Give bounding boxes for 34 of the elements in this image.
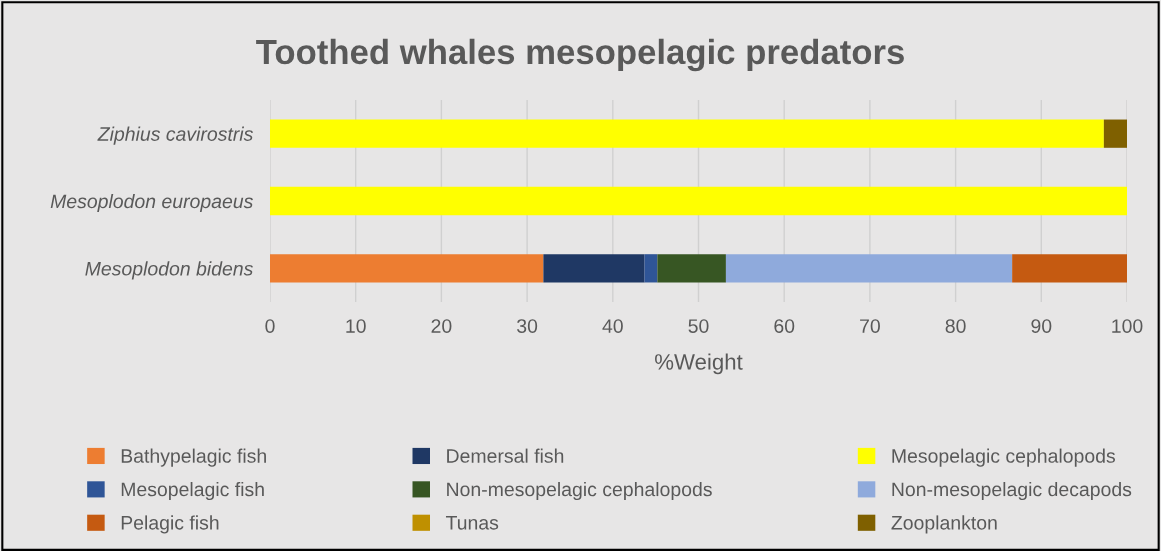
bar xyxy=(644,254,658,283)
x-tick-label: 30 xyxy=(517,319,538,333)
x-tick-label: 70 xyxy=(860,319,880,333)
legend-label: Pelagic fish xyxy=(121,515,219,534)
legend-label: Demersal fish xyxy=(447,448,564,463)
x-tick-label: 100 xyxy=(1112,319,1143,333)
legend-label: Mesopelagic fish xyxy=(121,481,264,501)
x-tick-label: 80 xyxy=(945,319,966,333)
x-tick-label: 10 xyxy=(346,319,366,333)
legend-label: Non-mesopelagic decapods xyxy=(892,481,1132,501)
legend-label: Non-mesopelagic cephalopods xyxy=(447,481,712,501)
x-tick-label: 60 xyxy=(774,319,795,333)
bar xyxy=(1012,254,1127,283)
y-tick-label: Mesoplodon europaeus xyxy=(50,193,253,213)
bar xyxy=(657,254,726,283)
x-tick-label: 40 xyxy=(602,319,623,333)
legend-label: Bathypelagic fish xyxy=(121,448,266,467)
bar xyxy=(543,254,645,283)
y-tick-label: Ziphius cavirostris xyxy=(97,126,253,145)
bar xyxy=(270,186,1127,216)
legend-label: Tunas xyxy=(445,516,499,530)
y-tick-label: Mesoplodon bidens xyxy=(85,261,253,280)
x-tick-label: 50 xyxy=(688,319,709,333)
x-tick-label: 20 xyxy=(431,319,452,333)
chart-title: Toothed whales mesopelagic predators xyxy=(256,38,904,72)
bar xyxy=(270,119,1104,148)
x-tick-label: 90 xyxy=(1031,319,1052,333)
legend-label: Mesopelagic cephalopods xyxy=(892,448,1116,467)
legend-label: Zooplankton xyxy=(891,515,997,534)
bar xyxy=(725,254,1013,283)
bar xyxy=(1103,119,1127,148)
bar xyxy=(270,254,544,283)
x-axis-title: %Weight xyxy=(655,353,743,375)
x-tick-label: 0 xyxy=(265,319,275,333)
